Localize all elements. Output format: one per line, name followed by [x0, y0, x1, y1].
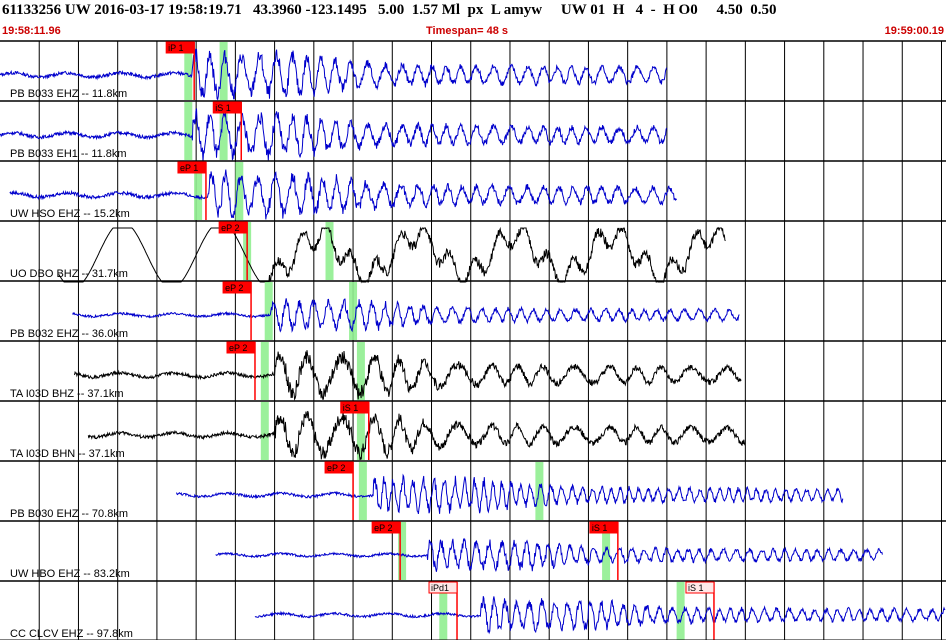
waveform-trace [74, 350, 742, 401]
station-label: UW HSO EHZ -- 15.2km [10, 208, 130, 220]
end-time: 19:59:00.19 [884, 25, 944, 37]
station-label: PB B030 EHZ -- 70.8km [10, 508, 128, 520]
phase-pick-tag [212, 101, 242, 114]
phase-pick-label: eP 2 [221, 223, 239, 233]
waveform-trace [0, 108, 668, 162]
station-label: PB B033 EH1 -- 11.8km [10, 148, 127, 160]
window-marker [356, 402, 365, 460]
phase-pick-tag [340, 401, 370, 414]
phase-pick-tag [371, 521, 401, 534]
waveform-trace [254, 596, 946, 635]
phase-pick-tag [589, 521, 619, 534]
event-header: 61133256 UW 2016-03-17 19:58:19.71 43.39… [2, 2, 777, 18]
window-marker [398, 522, 407, 580]
window-marker [356, 342, 365, 400]
phase-pick-tag [324, 461, 354, 474]
window-marker [439, 582, 448, 640]
phase-pick-tag [165, 41, 195, 54]
phase-pick-tag [685, 581, 715, 594]
start-time: 19:58:11.96 [2, 25, 61, 37]
phase-pick-tag [428, 581, 458, 594]
window-marker [535, 462, 544, 520]
window-marker [184, 102, 193, 160]
window-marker [260, 402, 269, 460]
window-marker [194, 162, 203, 220]
station-label: UO DBO BHZ -- 31.7km [10, 268, 128, 280]
window-marker [325, 222, 334, 280]
station-label: TA I03D BHZ -- 37.1km [10, 388, 124, 400]
phase-pick-label: eP 2 [229, 343, 247, 353]
window-marker [602, 522, 611, 580]
phase-pick-label: iPd1 [431, 583, 449, 593]
waveform-trace [0, 48, 668, 101]
window-marker [676, 582, 685, 640]
phase-pick-tag [222, 281, 252, 294]
window-marker [358, 462, 367, 520]
phase-pick-label: eP 2 [327, 463, 345, 473]
phase-pick-label: iS 1 [688, 583, 704, 593]
phase-pick-tag [226, 341, 256, 354]
phase-pick-label: iP 1 [168, 43, 183, 53]
waveform-trace [176, 473, 844, 515]
station-label: PB B032 EHZ -- 36.0km [10, 328, 128, 340]
waveform-trace [72, 298, 740, 333]
window-marker [260, 342, 269, 400]
window-marker [184, 42, 193, 100]
phase-pick-label: iS 1 [343, 403, 359, 413]
window-marker [349, 282, 358, 340]
waveform-trace [215, 537, 883, 572]
phase-pick-tag [177, 161, 207, 174]
timespan-label: Timespan= 48 s [426, 25, 509, 37]
phase-pick-label: eP 2 [225, 283, 243, 293]
station-label: CC CLCV EHZ -- 97.8km [10, 628, 133, 640]
station-label: PB B033 EHZ -- 11.8km [10, 88, 127, 100]
phase-pick-tag [218, 221, 248, 234]
phase-pick-label: eP 1 [180, 163, 198, 173]
station-label: TA I03D BHN -- 37.1km [10, 448, 125, 460]
waveform-trace [87, 409, 746, 461]
phase-pick-label: iS 1 [592, 523, 608, 533]
window-marker [219, 102, 228, 160]
phase-pick-label: iS 1 [215, 103, 231, 113]
phase-pick-label: eP 2 [374, 523, 392, 533]
waveform-trace [58, 226, 726, 284]
window-marker [235, 162, 244, 220]
window-marker [219, 42, 228, 100]
window-marker [264, 282, 273, 340]
station-label: UW HBO EHZ -- 83.2km [10, 568, 130, 580]
waveform-trace [9, 169, 677, 220]
